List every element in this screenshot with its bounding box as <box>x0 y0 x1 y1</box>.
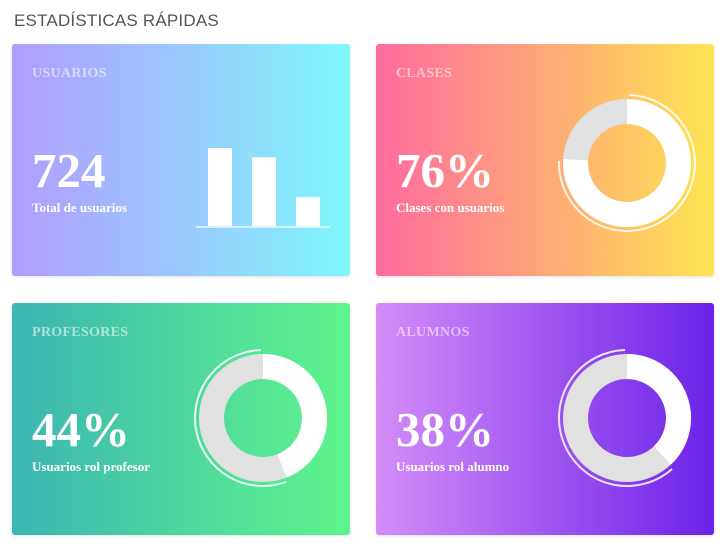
total-users-caption: Total de usuarios <box>32 200 127 215</box>
card-title: USUARIOS <box>32 66 107 81</box>
classes-donut-chart <box>558 94 696 232</box>
classes-percent-value: 76% <box>396 143 494 198</box>
donut-hover-outline <box>558 94 696 232</box>
bar-1 <box>208 148 232 226</box>
bar-2 <box>252 157 276 226</box>
donut-hover-outline <box>194 349 287 487</box>
teachers-donut-chart <box>194 349 327 487</box>
classes-percent-caption: Clases con usuarios <box>396 200 505 215</box>
donut-filled-segment <box>626 354 691 465</box>
profesores-card: PROFESORES 44% Usuarios rol profesor <box>12 303 350 535</box>
students-percent-caption: Usuarios rol alumno <box>396 459 510 474</box>
card-title: ALUMNOS <box>396 325 470 340</box>
donut-filled-segment <box>262 354 327 478</box>
users-bar-chart <box>196 148 330 228</box>
teachers-percent-caption: Usuarios rol profesor <box>32 459 150 474</box>
donut-hover-outline <box>558 349 673 487</box>
clases-card: CLASES 76% Clases con usuarios <box>376 44 714 276</box>
students-percent-value: 38% <box>396 402 494 457</box>
total-users-value: 724 <box>32 143 106 198</box>
section-title: ESTADÍSTICAS RÁPIDAS <box>14 11 219 30</box>
donut-filled-segment <box>563 99 691 227</box>
card-title: PROFESORES <box>32 325 129 340</box>
card-title: CLASES <box>396 66 453 81</box>
alumnos-card: ALUMNOS 38% Usuarios rol alumno <box>376 303 714 535</box>
teachers-percent-value: 44% <box>32 402 130 457</box>
students-donut-chart <box>558 349 691 487</box>
usuarios-card: USUARIOS 724 Total de usuarios <box>12 44 350 276</box>
bar-3 <box>296 197 320 226</box>
